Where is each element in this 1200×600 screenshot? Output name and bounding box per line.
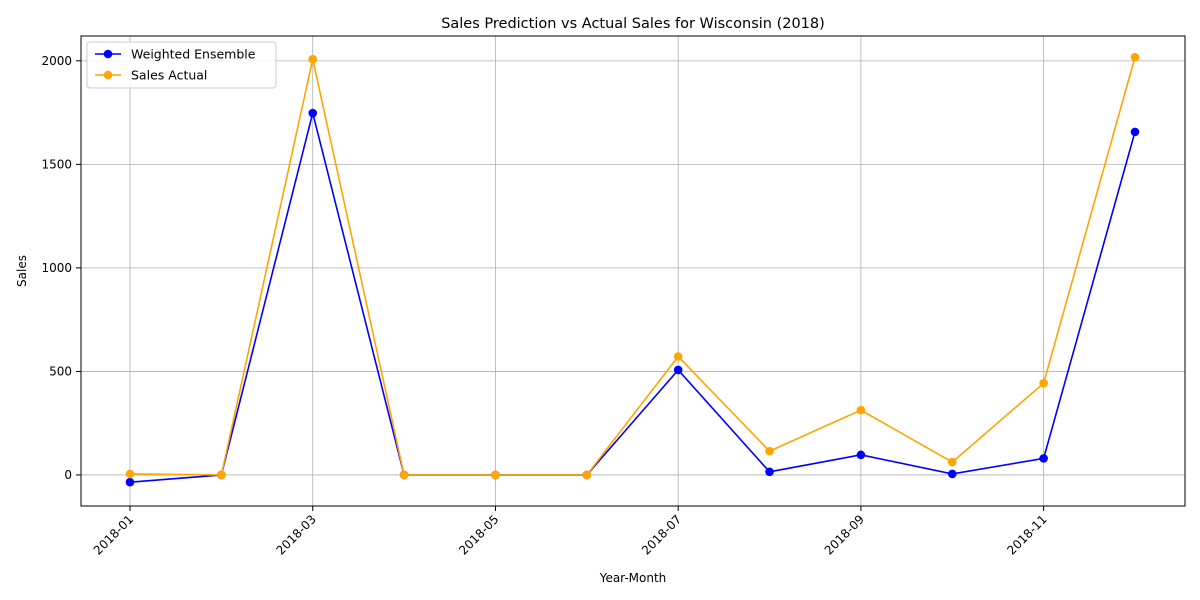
y-axis-ticks: 0 500 1000 1500 2000 [41,54,81,482]
legend-marker [103,49,113,59]
chart-title: Sales Prediction vs Actual Sales for Wis… [441,16,825,32]
legend-label: Weighted Ensemble [131,47,256,62]
series-line [129,56,1136,476]
data-point [582,470,592,480]
data-point [217,470,226,480]
legend: Weighted Ensemble Sales Actual [86,41,277,89]
data-point [856,450,866,460]
y-tick-label: 1000 [41,261,72,275]
legend-item: Weighted Ensemble [95,47,256,62]
data-point [947,457,957,467]
data-point [308,54,318,64]
data-point [1039,454,1048,463]
y-tick-label: 1500 [41,157,72,171]
legend-box [86,41,277,89]
legend-label: Sales Actual [131,68,207,83]
data-point [491,470,500,480]
series-layer [125,52,1140,487]
x-axis-label: Year-Month [599,571,667,585]
data-point [765,467,774,477]
data-point [125,477,135,487]
data-point [947,469,957,479]
y-axis-label: Sales [15,255,29,287]
data-point [308,108,318,118]
series-sales-actual [125,52,1140,480]
series-line [129,112,1136,483]
data-point [1130,52,1140,62]
y-tick-label: 0 [64,468,72,482]
data-point [399,470,409,480]
data-point [673,352,683,361]
plot-frame [80,35,1186,507]
data-point [125,469,135,479]
legend-marker [103,70,113,80]
y-tick-label: 2000 [41,54,72,68]
data-point [856,405,866,415]
data-point [1130,127,1140,137]
data-point [673,365,683,375]
data-point [1039,378,1048,388]
legend-item: Sales Actual [95,68,207,83]
data-point [765,446,774,456]
y-tick-label: 500 [49,364,72,378]
